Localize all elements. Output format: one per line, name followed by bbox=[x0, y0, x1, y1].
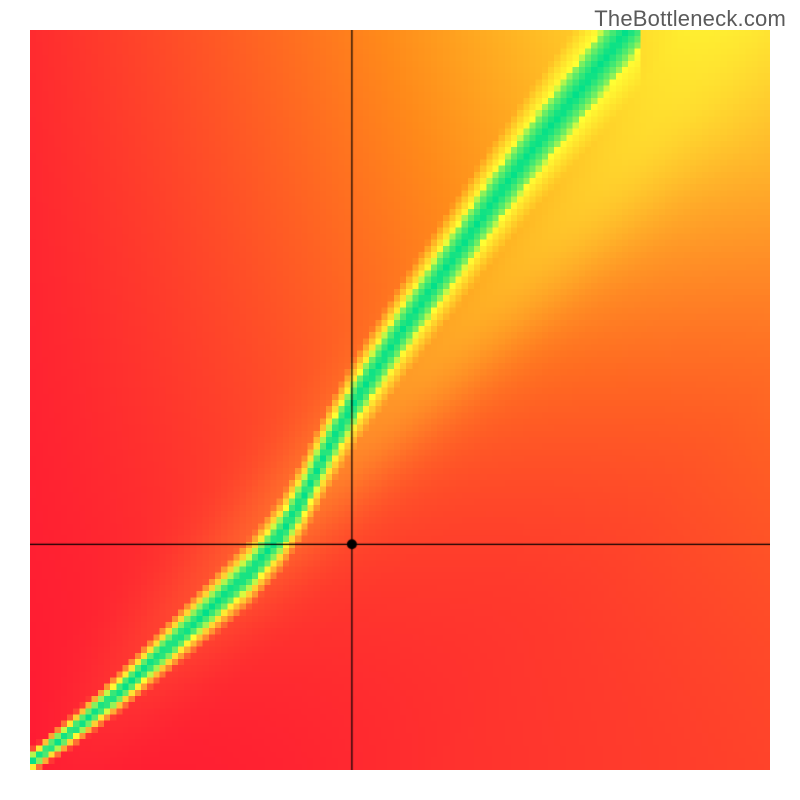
watermark-text: TheBottleneck.com bbox=[594, 6, 786, 32]
bottleneck-heatmap bbox=[30, 30, 770, 770]
chart-container: TheBottleneck.com bbox=[0, 0, 800, 800]
